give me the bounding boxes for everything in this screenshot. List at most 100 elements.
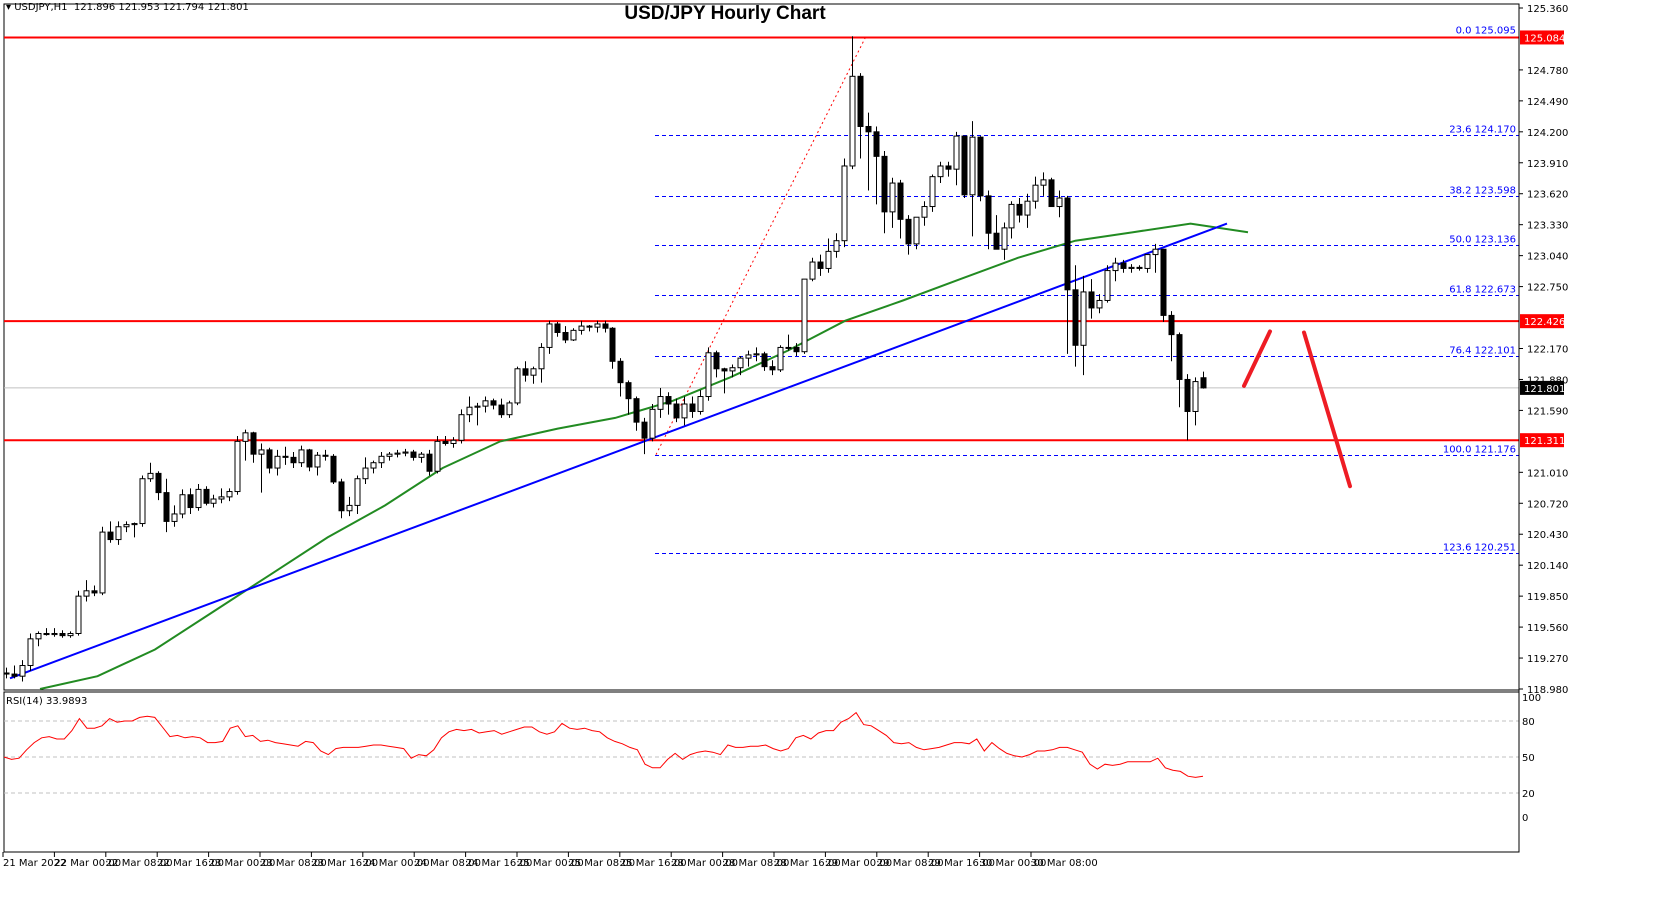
bear-candle-body bbox=[498, 404, 505, 416]
bear-candle-body bbox=[761, 353, 768, 368]
bull-candle-body bbox=[210, 498, 217, 504]
bear-candle-body bbox=[1016, 203, 1023, 216]
candle bbox=[570, 328, 577, 342]
candle bbox=[187, 488, 194, 514]
candle bbox=[721, 367, 728, 394]
bear-candle-body bbox=[625, 382, 632, 400]
candle bbox=[1120, 259, 1127, 273]
collapse-triangle-icon[interactable]: ▾ bbox=[6, 2, 15, 13]
price-tick-label: 119.850 bbox=[1527, 592, 1568, 603]
bull-candle-body bbox=[1040, 179, 1047, 186]
candle bbox=[945, 161, 952, 177]
trendline[interactable] bbox=[9, 222, 1228, 680]
candle bbox=[67, 631, 74, 638]
fib-level-label: 23.6 124.170 bbox=[1449, 125, 1516, 136]
bull-candle-body bbox=[386, 453, 393, 457]
candle bbox=[155, 471, 162, 501]
price-tick-label: 118.980 bbox=[1527, 685, 1568, 696]
candle bbox=[410, 449, 417, 461]
projection-up-stroke bbox=[1242, 329, 1272, 388]
candle bbox=[147, 462, 154, 482]
bear-candle-body bbox=[3, 672, 10, 675]
bull-candle-body bbox=[514, 368, 521, 404]
main-chart-frame bbox=[3, 3, 1520, 691]
candle bbox=[530, 366, 537, 384]
time-tick-label: 24 Mar 08:00 bbox=[414, 858, 481, 869]
candle bbox=[226, 488, 233, 502]
uptrend-line[interactable] bbox=[9, 222, 1228, 680]
bear-candle-body bbox=[865, 125, 872, 133]
price-axis[interactable]: 125.360 124.780 124.490 124.200 123.910 123.6… bbox=[1518, 4, 1568, 852]
bull-candle-body bbox=[1096, 299, 1103, 309]
bull-candle-body bbox=[594, 323, 601, 328]
rsi-tick-label: 50 bbox=[1522, 753, 1535, 764]
candle bbox=[609, 327, 616, 369]
fib-level-label: 76.4 122.101 bbox=[1449, 346, 1516, 357]
bull-candle-body bbox=[434, 440, 441, 472]
bear-candle-body bbox=[617, 360, 624, 384]
candle bbox=[1168, 311, 1175, 362]
price-tick-label: 122.750 bbox=[1527, 283, 1568, 294]
fibonacci-diagonal bbox=[655, 36, 867, 455]
candle bbox=[51, 628, 58, 637]
candle bbox=[817, 254, 824, 276]
time-tick-label: 29 Mar 08:00 bbox=[877, 858, 944, 869]
candle bbox=[857, 73, 864, 159]
price-marker bbox=[1520, 314, 1564, 329]
candle bbox=[458, 409, 465, 444]
candle bbox=[3, 667, 10, 679]
candle bbox=[354, 475, 361, 514]
bull-candle-body bbox=[1152, 248, 1159, 256]
bull-candle-body bbox=[538, 346, 545, 370]
bull-candle-body bbox=[195, 488, 202, 509]
rsi-tick-label: 20 bbox=[1522, 789, 1535, 800]
fib-level-label: 38.2 123.598 bbox=[1449, 186, 1516, 197]
candle bbox=[873, 126, 880, 205]
bull-candle-body bbox=[99, 531, 106, 594]
bull-candle-body bbox=[218, 496, 225, 500]
candle bbox=[266, 447, 273, 474]
bear-candle-body bbox=[562, 331, 569, 341]
fib-level-label: 61.8 122.673 bbox=[1449, 285, 1516, 296]
price-tick-label: 124.780 bbox=[1527, 66, 1568, 77]
candle bbox=[498, 398, 505, 418]
time-tick-label: 29 Mar 16:00 bbox=[928, 858, 995, 869]
candle bbox=[1032, 176, 1039, 209]
bull-candle-body bbox=[1104, 270, 1111, 301]
bear-candle-body bbox=[897, 182, 904, 220]
candle bbox=[1112, 257, 1119, 282]
candle bbox=[649, 404, 656, 442]
price-tick-label: 123.330 bbox=[1527, 221, 1568, 232]
candle bbox=[35, 631, 42, 647]
bull-candle-body bbox=[1128, 266, 1135, 269]
fib-diagonal-line bbox=[655, 36, 867, 455]
bull-candle-body bbox=[274, 455, 281, 469]
price-tick-label: 120.140 bbox=[1527, 561, 1568, 572]
bull-candle-body bbox=[913, 216, 920, 245]
candle bbox=[139, 475, 146, 527]
bear-candle-body bbox=[490, 400, 497, 406]
candle bbox=[833, 233, 840, 258]
bull-candle-body bbox=[705, 352, 712, 398]
candle bbox=[91, 585, 98, 597]
bear-candle-body bbox=[306, 449, 313, 468]
candle bbox=[985, 190, 992, 250]
candle bbox=[298, 445, 305, 467]
bull-candle-body bbox=[921, 206, 928, 218]
rsi-label: RSI(14) 33.9893 bbox=[6, 696, 88, 707]
bull-candle-body bbox=[402, 451, 409, 454]
candle bbox=[218, 488, 225, 504]
time-tick-label: 22 Mar 00:00 bbox=[54, 858, 121, 869]
candle bbox=[19, 660, 26, 682]
price-tick-label: 123.910 bbox=[1527, 159, 1568, 170]
bull-candle-body bbox=[139, 478, 146, 525]
candle bbox=[657, 387, 664, 418]
bull-candle-body bbox=[83, 590, 90, 597]
time-tick-label: 22 Mar 16:00 bbox=[157, 858, 224, 869]
candle bbox=[841, 158, 848, 248]
bull-candle-body bbox=[458, 414, 465, 441]
rsi-panel-frame bbox=[3, 691, 1520, 853]
